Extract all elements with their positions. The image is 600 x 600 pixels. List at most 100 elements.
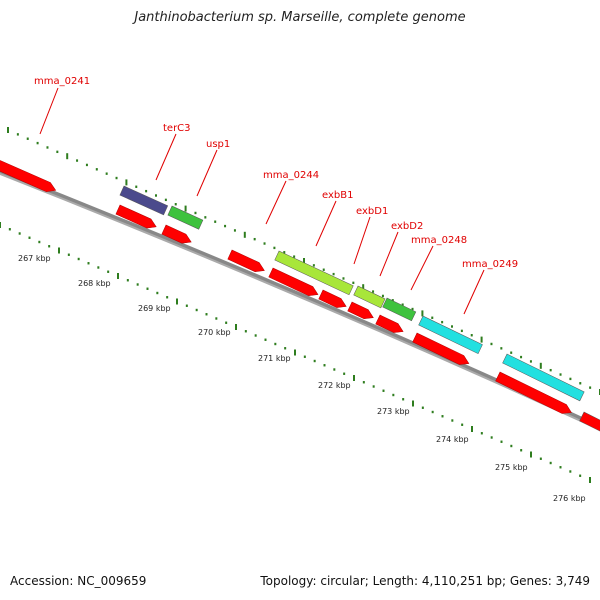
inner-tick <box>372 385 375 388</box>
outer-tick <box>46 146 49 149</box>
kbp-label: 267 kbp <box>18 254 51 263</box>
inner-tick <box>225 321 228 324</box>
inner-tick <box>471 426 473 432</box>
inner-tick <box>28 236 31 239</box>
gene-label-layer: mma_0241 terC3 usp1 mma_0244exbB1exbD1exbD2… <box>34 76 518 315</box>
gene-exbd2-bar <box>382 297 417 322</box>
outer-tick <box>539 362 542 369</box>
kbp-label: 274 kbp <box>436 435 469 444</box>
inner-tick <box>48 245 51 248</box>
outer-tick <box>36 141 39 145</box>
inner-tick <box>421 406 424 409</box>
outer-tick <box>381 294 384 298</box>
outer-tick <box>164 198 167 202</box>
gene-tercs-bar <box>119 185 169 216</box>
inner-tick <box>313 359 316 363</box>
inner-tick <box>490 436 493 439</box>
inner-tick <box>18 232 21 235</box>
inner-tick <box>264 338 267 341</box>
inner-tick <box>67 253 70 256</box>
inner-tick <box>589 477 591 483</box>
inner-tick <box>284 347 287 350</box>
inner-tick <box>195 308 198 312</box>
outer-tick <box>56 150 59 154</box>
outer-tick <box>115 176 118 180</box>
inner-tick <box>107 270 110 273</box>
outer-tick <box>451 325 453 328</box>
outer-tick <box>559 373 562 376</box>
gene-leader-line <box>155 133 177 181</box>
inner-tick <box>520 449 523 452</box>
cds-arrow-9-shape <box>412 332 470 365</box>
outer-tick <box>372 290 375 293</box>
inner-tick <box>343 372 346 375</box>
gene-leader-line <box>196 149 218 197</box>
gene-mma0249-bar-shape <box>502 353 585 402</box>
inner-tick <box>274 342 277 346</box>
outer-tick <box>233 229 236 232</box>
gene-exbd1-bar-shape <box>353 285 386 309</box>
gene-usp1-bar-shape <box>167 205 204 230</box>
inner-tick <box>8 228 11 231</box>
inner-tick <box>333 368 336 371</box>
outer-tick <box>500 347 503 350</box>
outer-tick <box>283 251 286 254</box>
inner-tick <box>97 266 100 269</box>
outer-tick <box>184 205 187 212</box>
cds-arrow-3-shape <box>161 224 192 244</box>
gene-label: mma_0249 <box>462 259 518 270</box>
outer-tick <box>263 242 266 245</box>
outer-tick <box>273 246 276 250</box>
gene-mma0249-bar <box>502 353 585 402</box>
gene-label: mma_0241 <box>34 76 90 87</box>
gene-mma0248-bar-shape <box>418 315 483 355</box>
gene-label: mma_0244 <box>263 170 319 181</box>
inner-tick <box>244 330 247 333</box>
outer-tick <box>253 237 256 241</box>
outer-tick <box>293 255 296 258</box>
gene-label: exbB1 <box>322 190 353 201</box>
outer-tick <box>411 307 414 311</box>
inner-tick <box>323 364 326 367</box>
outer-tick <box>490 342 493 346</box>
outer-tick <box>460 329 463 333</box>
outer-tick <box>85 163 88 167</box>
inner-tick <box>480 432 483 435</box>
genome-backbone-shade <box>0 172 600 431</box>
inner-tick <box>0 222 1 228</box>
outer-tick <box>125 179 128 186</box>
inner-tick <box>579 474 582 477</box>
gene-tercs-bar-shape <box>119 185 169 216</box>
inner-tick <box>569 470 572 473</box>
outer-tick <box>322 268 325 271</box>
inner-tick <box>136 283 139 286</box>
outer-tick <box>431 316 434 319</box>
inner-tick <box>38 240 41 244</box>
cds-arrow-11-shape <box>579 411 600 432</box>
outer-tick <box>421 310 424 317</box>
accession-text: Accession: NC_009659 <box>10 574 147 588</box>
outer-tick <box>480 336 483 343</box>
cds-arrow-6-shape <box>318 289 347 308</box>
gene-usp1-bar <box>167 205 204 230</box>
inner-tick <box>353 375 355 381</box>
inner-tick <box>58 247 60 254</box>
cds-arrow-8-shape <box>375 314 404 333</box>
inner-tick <box>362 381 365 384</box>
inner-tick <box>117 273 119 279</box>
gene-leader-line <box>315 200 337 247</box>
outer-tick <box>510 351 513 354</box>
outer-tick <box>7 127 9 133</box>
inner-tick <box>431 410 434 414</box>
inner-tick-ring <box>0 222 591 483</box>
gene-leader-line <box>410 245 434 291</box>
cds-arrow-7 <box>347 301 374 320</box>
kbp-label: 275 kbp <box>495 463 528 472</box>
inner-tick <box>87 262 90 265</box>
outer-tick <box>569 377 572 381</box>
outer-tick <box>579 382 582 385</box>
kbp-label: 273 kbp <box>377 407 410 416</box>
kbp-label: 276 kbp <box>553 494 586 503</box>
gene-label: terC3 <box>163 123 191 134</box>
